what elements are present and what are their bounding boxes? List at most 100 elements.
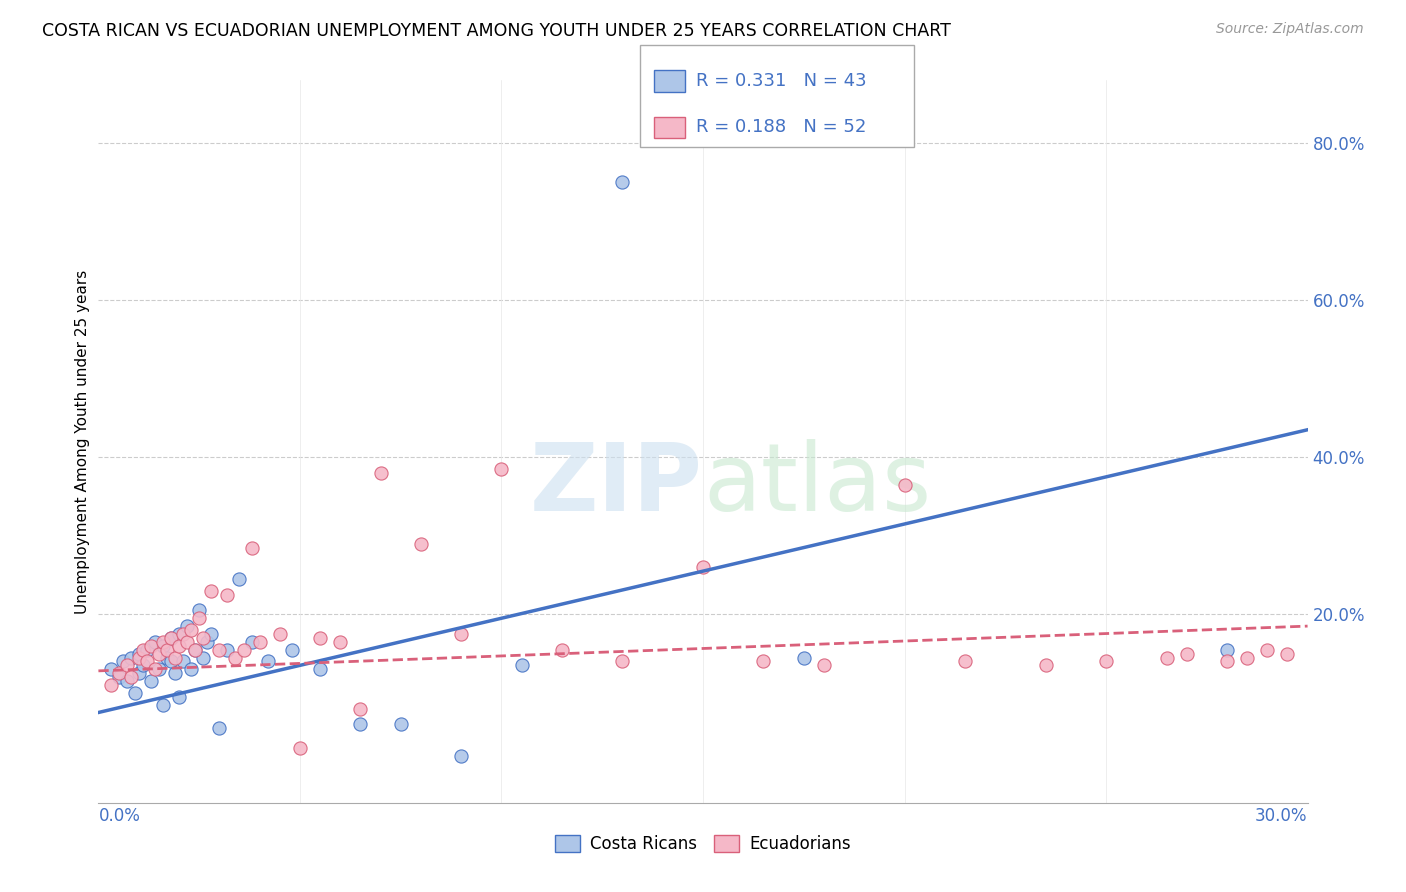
Point <box>612 175 634 189</box>
Point <box>370 466 392 480</box>
Point <box>228 572 250 586</box>
Point <box>128 647 150 661</box>
Point <box>1277 647 1299 661</box>
Point <box>120 650 142 665</box>
Point <box>450 627 472 641</box>
Point <box>128 650 150 665</box>
Point <box>100 678 122 692</box>
Point <box>1216 655 1239 669</box>
Point <box>208 642 231 657</box>
Point <box>163 666 186 681</box>
Point <box>612 655 634 669</box>
Point <box>200 627 222 641</box>
Point <box>120 670 142 684</box>
Point <box>128 666 150 681</box>
Point <box>100 662 122 676</box>
Text: 0.0%: 0.0% <box>98 806 141 825</box>
Point <box>135 642 157 657</box>
Point <box>1095 655 1118 669</box>
Point <box>389 717 412 731</box>
Point <box>176 619 198 633</box>
Point <box>1035 658 1057 673</box>
Point <box>188 611 211 625</box>
Point <box>269 627 291 641</box>
Text: ZIP: ZIP <box>530 439 703 531</box>
Text: atlas: atlas <box>703 439 931 531</box>
Point <box>953 655 976 669</box>
Point <box>167 690 190 704</box>
Point <box>163 650 186 665</box>
Point <box>256 655 278 669</box>
Point <box>232 642 254 657</box>
Point <box>450 748 472 763</box>
Point <box>167 639 190 653</box>
Point <box>1256 642 1278 657</box>
Point <box>240 635 263 649</box>
Point <box>180 662 202 676</box>
Point <box>217 642 239 657</box>
Text: Source: ZipAtlas.com: Source: ZipAtlas.com <box>1216 22 1364 37</box>
Point <box>184 642 207 657</box>
Point <box>349 701 371 715</box>
Point <box>176 635 198 649</box>
Y-axis label: Unemployment Among Youth under 25 years: Unemployment Among Youth under 25 years <box>75 269 90 614</box>
Point <box>115 674 138 689</box>
Point <box>180 623 202 637</box>
Point <box>148 647 170 661</box>
Text: R = 0.188   N = 52: R = 0.188 N = 52 <box>696 119 866 136</box>
Point <box>752 655 775 669</box>
Point <box>148 662 170 676</box>
Point <box>184 642 207 657</box>
Point <box>107 666 129 681</box>
Point <box>156 642 179 657</box>
Point <box>491 462 513 476</box>
Point <box>281 642 304 657</box>
Point <box>124 686 146 700</box>
Point <box>115 658 138 673</box>
Point <box>139 639 162 653</box>
Point <box>217 588 239 602</box>
Point <box>167 627 190 641</box>
Point <box>1216 642 1239 657</box>
Point <box>152 639 174 653</box>
Point <box>111 655 134 669</box>
Point <box>193 631 215 645</box>
Point <box>132 642 155 657</box>
Point <box>160 631 183 645</box>
Text: 30.0%: 30.0% <box>1256 806 1308 825</box>
Text: R = 0.331   N = 43: R = 0.331 N = 43 <box>696 72 866 90</box>
Point <box>813 658 835 673</box>
Point <box>329 635 352 649</box>
Point <box>188 603 211 617</box>
Point <box>1156 650 1178 665</box>
Point <box>793 650 815 665</box>
Point <box>135 655 157 669</box>
Point <box>195 635 218 649</box>
Point <box>893 477 915 491</box>
Point <box>510 658 533 673</box>
Point <box>309 631 332 645</box>
Point <box>692 560 714 574</box>
Point <box>152 635 174 649</box>
Point <box>309 662 332 676</box>
Point <box>172 627 194 641</box>
Point <box>172 655 194 669</box>
Point <box>249 635 271 649</box>
Point <box>107 670 129 684</box>
Text: COSTA RICAN VS ECUADORIAN UNEMPLOYMENT AMONG YOUTH UNDER 25 YEARS CORRELATION CH: COSTA RICAN VS ECUADORIAN UNEMPLOYMENT A… <box>42 22 950 40</box>
Point <box>224 650 246 665</box>
Point <box>1175 647 1198 661</box>
Point <box>288 740 311 755</box>
Point <box>240 541 263 555</box>
Point <box>208 721 231 735</box>
Legend: Costa Ricans, Ecuadorians: Costa Ricans, Ecuadorians <box>548 828 858 860</box>
Point <box>193 650 215 665</box>
Point <box>349 717 371 731</box>
Point <box>139 674 162 689</box>
Point <box>200 583 222 598</box>
Point <box>160 655 183 669</box>
Point <box>1236 650 1258 665</box>
Point <box>409 536 432 550</box>
Point <box>143 662 166 676</box>
Point <box>551 642 574 657</box>
